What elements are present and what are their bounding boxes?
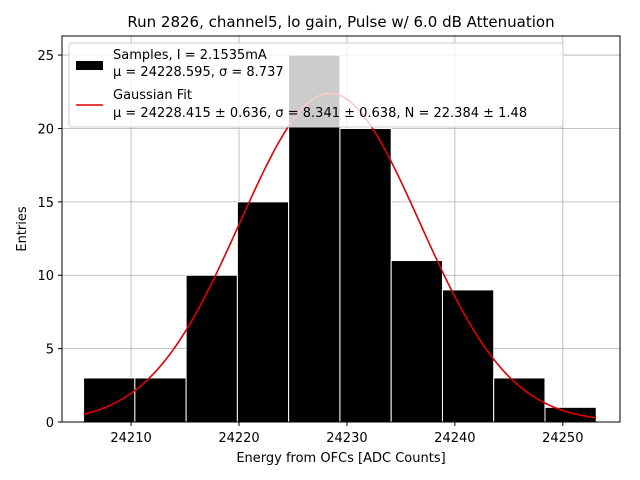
histogram-bar-8: [493, 377, 546, 423]
y-ticks: 0 5 10 15 20 25: [37, 49, 62, 431]
x-tick-label-0: 24210: [110, 431, 151, 446]
y-tick-label-1: 5: [46, 343, 54, 358]
x-tick-label-4: 24250: [542, 431, 583, 446]
x-tick-label-3: 24240: [434, 431, 475, 446]
legend-box: [68, 42, 564, 128]
y-tick-label-4: 20: [37, 122, 54, 137]
legend-fit-label: Gaussian Fit: [113, 88, 192, 103]
legend-samples-swatch: [76, 61, 103, 70]
legend-samples-stats: μ = 24228.595, σ = 8.737: [113, 65, 284, 80]
y-tick-label-2: 10: [37, 269, 54, 284]
histogram-bar-6: [390, 260, 443, 423]
histogram-bar-3: [236, 201, 290, 423]
chart-title: Run 2826, channel5, lo gain, Pulse w/ 6.…: [127, 13, 554, 31]
histogram-bar-0: [83, 377, 136, 423]
histogram-bar-1: [134, 377, 187, 423]
legend-samples-label: Samples, I = 2.1535mA: [113, 48, 267, 63]
x-ticks: 24210 24220 24230 24240 24250: [110, 422, 583, 446]
y-tick-label-5: 25: [37, 49, 54, 64]
plot-frame: [61, 35, 621, 423]
x-tick-label-2: 24230: [326, 431, 367, 446]
y-tick-label-0: 0: [46, 416, 54, 431]
legend-fit-stats: μ = 24228.415 ± 0.636, σ = 8.341 ± 0.638…: [113, 106, 527, 121]
histogram-bar-5: [339, 127, 392, 423]
legend: Samples, I = 2.1535mA μ = 24228.595, σ =…: [68, 42, 564, 128]
x-axis-label: Energy from OFCs [ADC Counts]: [236, 451, 445, 466]
histogram-bar-7: [441, 289, 495, 423]
histogram-bar-2: [185, 274, 238, 423]
histogram-bar-9: [544, 406, 597, 423]
x-tick-label-1: 24220: [218, 431, 259, 446]
y-tick-label-3: 15: [37, 196, 54, 211]
y-axis-label: Entries: [15, 206, 30, 252]
